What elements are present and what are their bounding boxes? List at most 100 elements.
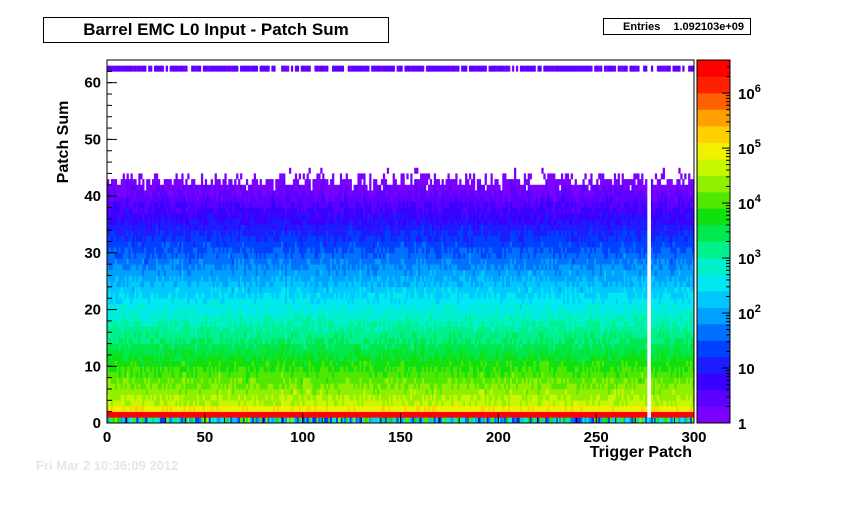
heatmap-cell	[185, 275, 188, 282]
heatmap-cell	[198, 354, 202, 361]
heatmap-cell	[300, 207, 303, 214]
heatmap-cell	[214, 207, 217, 214]
heatmap-cell	[179, 371, 182, 378]
heatmap-cell	[128, 292, 131, 299]
heatmap-cell	[198, 230, 202, 237]
heatmap-cell	[153, 405, 157, 412]
heatmap-cell	[300, 235, 303, 242]
heatmap-cell	[259, 252, 262, 259]
heatmap-cell	[189, 371, 192, 378]
heatmap-cell	[288, 366, 292, 373]
heatmap-cell	[275, 218, 278, 225]
heatmap-cell	[138, 349, 141, 356]
heatmap-cell	[240, 388, 243, 395]
heatmap-cell	[220, 354, 223, 361]
heatmap-cell	[112, 224, 116, 231]
heatmap-cell	[294, 196, 298, 203]
heatmap-cell	[175, 309, 178, 316]
heatmap-cell	[324, 213, 327, 220]
heatmap-cell	[146, 190, 149, 197]
heatmap-cell	[181, 349, 184, 356]
heatmap-cell	[318, 235, 321, 242]
heatmap-cell	[150, 292, 153, 299]
heatmap-cell	[140, 286, 143, 293]
heatmap-cell	[165, 337, 168, 344]
heatmap-cell	[120, 247, 123, 254]
heatmap-cell	[242, 343, 245, 350]
heatmap-cell	[128, 320, 131, 327]
heatmap-cell	[304, 360, 307, 367]
heatmap-cell	[204, 213, 208, 220]
heatmap-cell	[185, 213, 188, 220]
heatmap-cell	[249, 315, 253, 322]
heatmap-cell	[249, 354, 253, 361]
heatmap-cell	[249, 388, 253, 395]
heatmap-cell	[144, 230, 147, 237]
heatmap-cell	[243, 326, 247, 333]
heatmap-cell	[279, 332, 282, 339]
heatmap-cell	[107, 241, 110, 248]
heatmap-cell	[177, 196, 180, 203]
heatmap-cell	[212, 354, 215, 361]
heatmap-cell	[155, 224, 159, 231]
heatmap-cell	[146, 264, 149, 271]
heatmap-cell	[249, 201, 253, 208]
heatmap-cell	[296, 377, 300, 384]
heatmap-cell	[263, 417, 266, 424]
heatmap-cell	[294, 247, 298, 254]
heatmap-cell	[138, 224, 141, 231]
heatmap-cell	[169, 315, 172, 322]
heatmap-cell	[185, 366, 188, 373]
heatmap-cell	[302, 320, 305, 327]
heatmap-cell	[302, 235, 305, 242]
heatmap-cell	[214, 411, 217, 418]
heatmap-cell	[210, 320, 213, 327]
heatmap-cell	[287, 417, 290, 424]
heatmap-cell	[298, 343, 302, 350]
heatmap-cell	[271, 207, 274, 214]
heatmap-cell	[320, 179, 323, 186]
heatmap-cell	[212, 201, 215, 208]
heatmap-cell	[300, 213, 303, 220]
heatmap-cell	[181, 360, 184, 367]
heatmap-cell	[273, 65, 276, 72]
heatmap-cell	[234, 230, 237, 237]
heatmap-cell	[257, 337, 260, 344]
heatmap-cell	[173, 179, 176, 186]
heatmap-cell	[157, 269, 161, 276]
heatmap-cell	[298, 354, 302, 361]
heatmap-cell	[324, 360, 327, 367]
heatmap-cell	[165, 326, 168, 333]
heatmap-cell	[126, 309, 129, 316]
heatmap-cell	[107, 258, 110, 265]
heatmap-cell	[242, 298, 245, 305]
heatmap-cell	[187, 275, 190, 282]
heatmap-cell	[308, 298, 311, 305]
heatmap-cell	[314, 411, 317, 418]
heatmap-cell	[240, 196, 243, 203]
heatmap-cell	[318, 377, 321, 384]
heatmap-cell	[275, 354, 278, 361]
heatmap-cell	[255, 224, 258, 231]
heatmap-cell	[302, 241, 305, 248]
heatmap-cell	[271, 366, 274, 373]
heatmap-cell	[206, 235, 210, 242]
heatmap-cell	[224, 394, 227, 401]
heatmap-cell	[107, 184, 110, 191]
heatmap-cell	[259, 275, 262, 282]
heatmap-cell	[134, 247, 137, 254]
heatmap-cell	[285, 417, 288, 424]
heatmap-cell	[224, 179, 227, 186]
heatmap-cell	[204, 179, 208, 186]
heatmap-cell	[163, 411, 166, 418]
heatmap-cell	[283, 315, 286, 322]
heatmap-cell	[193, 286, 196, 293]
heatmap-cell	[294, 269, 298, 276]
heatmap-cell	[271, 247, 274, 254]
heatmap-cell	[226, 303, 229, 310]
heatmap-cell	[208, 366, 212, 373]
heatmap-cell	[157, 292, 161, 299]
heatmap-cell	[253, 383, 257, 390]
heatmap-cell	[285, 360, 288, 367]
heatmap-cell	[161, 394, 165, 401]
